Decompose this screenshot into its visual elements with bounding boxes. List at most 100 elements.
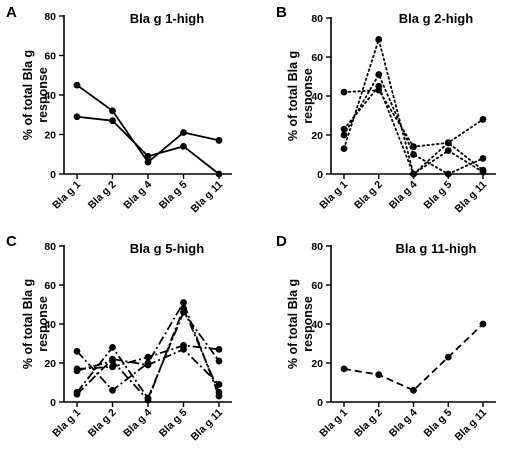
data-point	[410, 170, 417, 178]
data-point	[215, 137, 223, 144]
data-point	[410, 143, 417, 151]
series-line-1	[76, 301, 220, 397]
y-tick-label: 40	[44, 319, 56, 331]
data-point	[375, 371, 383, 379]
data-point	[73, 390, 81, 398]
data-point	[215, 170, 223, 178]
panel-letter: D	[276, 233, 287, 250]
y-tick-label: 20	[44, 130, 56, 142]
data-point	[340, 145, 348, 153]
data-point	[410, 151, 417, 158]
panel-title: Bla g 1-high	[130, 11, 204, 26]
x-tick-label: Bla g 5	[157, 407, 190, 440]
x-tick-label: Bla g 2	[352, 179, 385, 212]
y-tick-label: 60	[44, 51, 56, 63]
data-point	[144, 158, 152, 166]
x-tick-label: Bla g 5	[422, 407, 455, 440]
data-point	[215, 357, 223, 365]
y-tick-label: 80	[311, 13, 323, 25]
y-tick-label: 80	[44, 241, 56, 253]
data-point	[109, 117, 116, 125]
x-tick-label: Bla g 2	[86, 179, 119, 212]
y-axis-label: % of total Bla gresponse	[21, 279, 50, 369]
x-tick-label: Bla g 1	[317, 179, 350, 212]
panel-a: A Bla g 1-high % of total Bla gresponse 0 20…	[6, 4, 232, 215]
data-point	[410, 386, 417, 394]
panel-c: C Bla g 5-high % of total Bla gresponse 0 20…	[6, 233, 232, 443]
data-point	[109, 107, 116, 115]
x-tick-label: Bla g 4	[387, 179, 420, 212]
series-line-2	[343, 89, 484, 148]
data-point	[144, 396, 152, 404]
x-tick-label: Bla g 1	[317, 407, 350, 440]
series-line-1	[343, 323, 484, 392]
panel-letter: A	[6, 4, 17, 21]
y-tick-label: 0	[50, 169, 56, 181]
data-point	[73, 81, 81, 89]
x-tick-label: Bla g 1	[50, 407, 83, 440]
panel-b: B Bla g 2-high % of total Bla gresponse 0 20…	[276, 4, 496, 215]
data-point	[375, 71, 383, 78]
panel-title: Bla g 2-high	[399, 11, 473, 26]
data-point	[340, 88, 348, 96]
x-tick-label: Bla g 4	[121, 407, 154, 440]
data-point	[340, 131, 348, 139]
y-tick-label: 20	[311, 358, 323, 370]
data-point	[444, 139, 452, 147]
y-tick-label: 0	[317, 397, 323, 409]
data-point	[109, 357, 116, 365]
data-point	[215, 345, 223, 353]
data-point	[479, 116, 487, 123]
data-point	[144, 152, 152, 160]
data-point	[444, 170, 452, 178]
data-point	[73, 367, 81, 375]
data-point	[340, 125, 348, 133]
data-point	[180, 142, 187, 150]
panel-letter: B	[276, 4, 287, 21]
series-line-1	[76, 84, 220, 164]
data-point	[479, 168, 487, 176]
x-tick-label: Bla g 11	[189, 407, 226, 444]
data-point	[109, 344, 116, 351]
y-tick-label: 80	[311, 241, 323, 253]
x-tick-label: Bla g 2	[86, 407, 119, 440]
data-point	[479, 320, 487, 328]
x-tick-label: Bla g 5	[422, 179, 455, 212]
x-tick-label: Bla g 4	[387, 407, 420, 440]
y-tick-label: 80	[44, 11, 56, 23]
panel-letter: C	[6, 233, 17, 250]
data-point	[144, 353, 152, 361]
data-point	[109, 386, 116, 394]
y-tick-label: 40	[44, 90, 56, 102]
x-tick-label: Bla g 11	[453, 179, 490, 216]
series-line-4	[343, 85, 484, 175]
data-point	[180, 129, 187, 136]
data-point	[375, 82, 383, 90]
panel-d: D Bla g 11-high % of total Bla gresponse 0 2…	[276, 233, 496, 443]
x-tick-label: Bla g 1	[50, 179, 83, 212]
y-axis-label: % of total Bla gresponse	[21, 50, 50, 140]
data-point	[340, 365, 348, 373]
data-point	[479, 155, 487, 162]
y-tick-label: 60	[44, 280, 56, 292]
data-point	[109, 363, 116, 371]
y-axis-label: % of total Bla gresponse	[286, 279, 315, 369]
x-tick-label: Bla g 11	[453, 407, 490, 444]
y-tick-label: 0	[317, 169, 323, 181]
x-tick-label: Bla g 4	[121, 179, 154, 212]
y-tick-label: 60	[311, 52, 323, 64]
data-point	[375, 36, 383, 43]
data-point	[180, 299, 187, 306]
x-tick-label: Bla g 5	[157, 179, 190, 212]
panel-title: Bla g 11-high	[396, 241, 477, 256]
data-point	[144, 361, 152, 369]
data-point	[444, 147, 452, 155]
y-tick-label: 20	[311, 130, 323, 142]
data-point	[73, 347, 81, 355]
panel-title: Bla g 5-high	[130, 241, 204, 256]
data-point	[180, 305, 187, 312]
y-tick-label: 40	[311, 91, 323, 103]
x-tick-label: Bla g 2	[352, 407, 385, 440]
y-tick-label: 0	[50, 397, 56, 409]
